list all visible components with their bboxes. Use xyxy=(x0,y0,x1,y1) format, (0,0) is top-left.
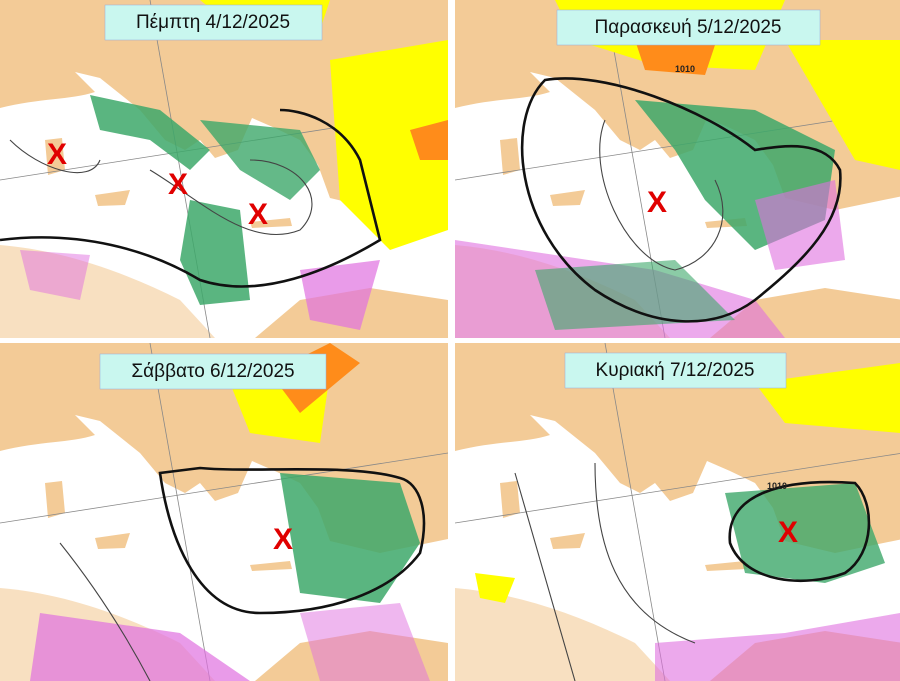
low-marker: X xyxy=(647,186,667,219)
isobar-label: 1010 xyxy=(767,481,787,491)
map-panel: Πέμπτη 4/12/2025 X X X xyxy=(0,0,448,338)
title-box xyxy=(104,4,323,41)
low-marker: X xyxy=(168,168,188,201)
map-panel: 1010 Παρασκευή 5/12/2025 X xyxy=(455,0,900,338)
panel-title: Παρασκευή 5/12/2025 xyxy=(595,17,782,38)
low-marker: X xyxy=(778,516,798,549)
low-marker: X xyxy=(273,523,293,556)
low-marker: X xyxy=(248,198,268,231)
map-panel: 1010 Κυριακή 7/12/2025 X xyxy=(455,343,900,681)
map-panel: Σάββατο 6/12/2025 X xyxy=(0,343,448,681)
panel-title: Πέμπτη 4/12/2025 xyxy=(136,12,290,33)
panel-title: Σάββατο 6/12/2025 xyxy=(131,361,294,382)
isobar-label: 1010 xyxy=(675,64,695,74)
title-box xyxy=(564,352,787,389)
panel-title: Κυριακή 7/12/2025 xyxy=(596,360,755,381)
title-box xyxy=(556,9,821,46)
low-marker: X xyxy=(47,138,67,171)
title-box xyxy=(99,353,327,390)
